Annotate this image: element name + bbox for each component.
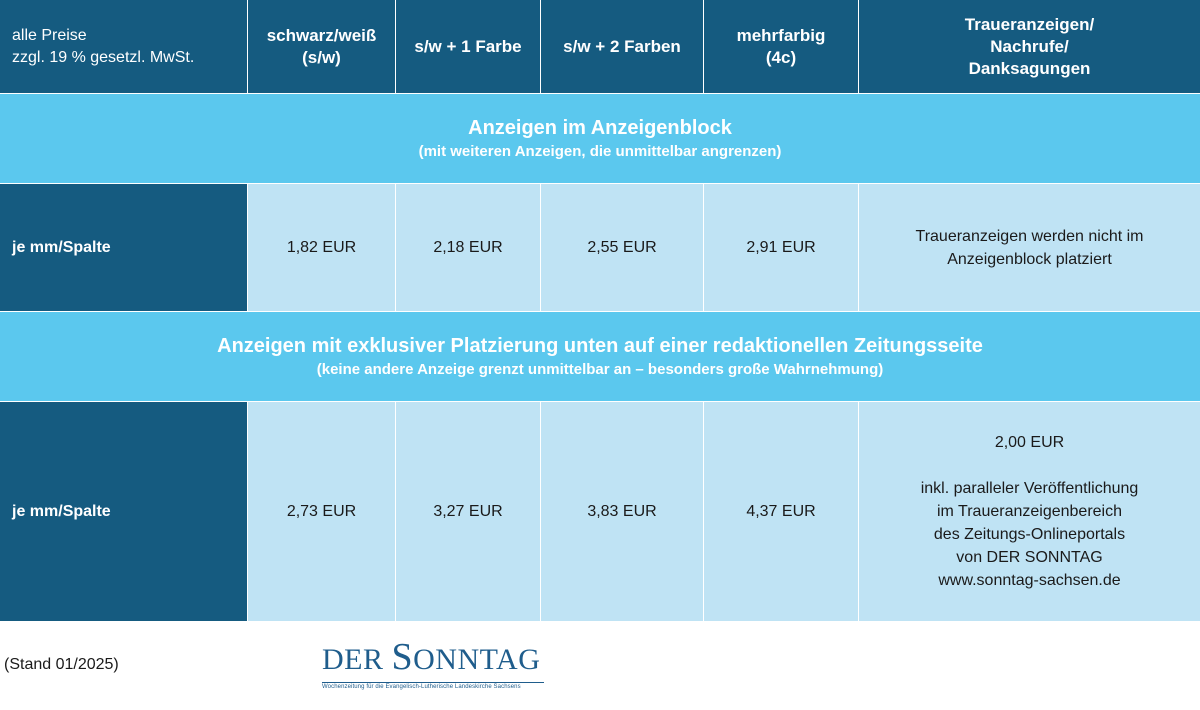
mourning-detail-line3: des Zeitungs-Onlineportals [933,526,1126,543]
header-multicolor: mehrfarbig (4c) [704,0,859,94]
header-bw-line1: schwarz/weiß [266,25,377,45]
price-multicolor: 4,37 EUR [704,402,859,622]
mourning-website: www.sonntag-sachsen.de [938,572,1121,589]
mourning-note-line1: Traueranzeigen werden nicht im [915,227,1144,245]
row-label: je mm/Spalte [0,184,248,312]
der-sonntag-logo: DER SONNTAG Wochenzeitung für die Evange… [322,637,544,690]
row-label: je mm/Spalte [0,402,248,622]
header-two-colors-label: s/w + 2 Farben [563,36,681,56]
mourning-detail-line1: inkl. paralleler Veröffentlichung [920,480,1139,497]
section-ad-block-title: Anzeigen im Anzeigenblock [468,116,732,139]
price-two-colors: 3,83 EUR [541,402,704,622]
price-table: alle Preise zzgl. 19 % gesetzl. MwSt. sch… [0,0,1200,622]
price-one-color: 3,27 EUR [396,402,541,622]
section-exclusive-title: Anzeigen mit exklusiver Platzierung unte… [217,334,983,357]
header-bw-line2: (s/w) [302,47,341,67]
section-exclusive: Anzeigen mit exklusiver Platzierung unte… [0,312,1200,402]
price-two-colors: 2,55 EUR [541,184,704,312]
mourning-price-cell: 2,00 EUR inkl. paralleler Veröffentlichu… [859,402,1200,622]
mourning-note: Traueranzeigen werden nicht im Anzeigenbl… [859,184,1200,312]
price-bw: 1,82 EUR [248,184,396,312]
logo-rule [322,682,544,683]
price-bw: 2,73 EUR [248,402,396,622]
header-multicolor-line2: (4c) [765,47,797,67]
logo-tagline: Wochenzeitung für die Evangelisch-Luther… [322,684,521,690]
vat-note-header: alle Preise zzgl. 19 % gesetzl. MwSt. [0,0,248,94]
logo-part1: DER [322,643,392,676]
table-header-row: alle Preise zzgl. 19 % gesetzl. MwSt. sch… [0,0,1200,94]
vat-note-line2: zzgl. 19 % gesetzl. MwSt. [12,48,195,66]
section-ad-block-subtitle: (mit weiteren Anzeigen, die unmittelbar … [418,142,782,160]
header-multicolor-line1: mehrfarbig [736,25,826,45]
vat-note-line1: alle Preise [12,26,87,44]
stand-date: (Stand 01/2025) [4,656,119,673]
header-bw: schwarz/weiß (s/w) [248,0,396,94]
header-mourning-line3: Danksagungen [968,58,1091,78]
mourning-note-line2: Anzeigenblock platziert [947,250,1112,268]
logo-wordmark: DER SONNTAG [322,637,544,680]
header-mourning-line2: Nachrufe/ [990,36,1069,56]
logo-cap: S [391,636,414,678]
section-ad-block: Anzeigen im Anzeigenblock (mit weiteren … [0,94,1200,184]
table-row: je mm/Spalte 1,82 EUR 2,18 EUR 2,55 EUR … [0,184,1200,312]
table-row: je mm/Spalte 2,73 EUR 3,27 EUR 3,83 EUR … [0,402,1200,622]
header-two-colors: s/w + 2 Farben [541,0,704,94]
header-one-color: s/w + 1 Farbe [396,0,541,94]
price-multicolor: 2,91 EUR [704,184,859,312]
price-one-color: 2,18 EUR [396,184,541,312]
header-one-color-label: s/w + 1 Farbe [414,36,522,56]
mourning-detail-line2: im Traueranzeigenbereich [937,503,1122,520]
header-mourning: Traueranzeigen/Nachrufe/Danksagungen [859,0,1200,94]
mourning-price: 2,00 EUR [994,434,1065,451]
logo-part2: ONNTAG [413,643,541,676]
mourning-detail-line4: von DER SONNTAG [956,549,1103,566]
section-exclusive-subtitle: (keine andere Anzeige grenzt unmittelbar… [316,360,884,378]
header-mourning-line1: Traueranzeigen/ [964,14,1095,34]
